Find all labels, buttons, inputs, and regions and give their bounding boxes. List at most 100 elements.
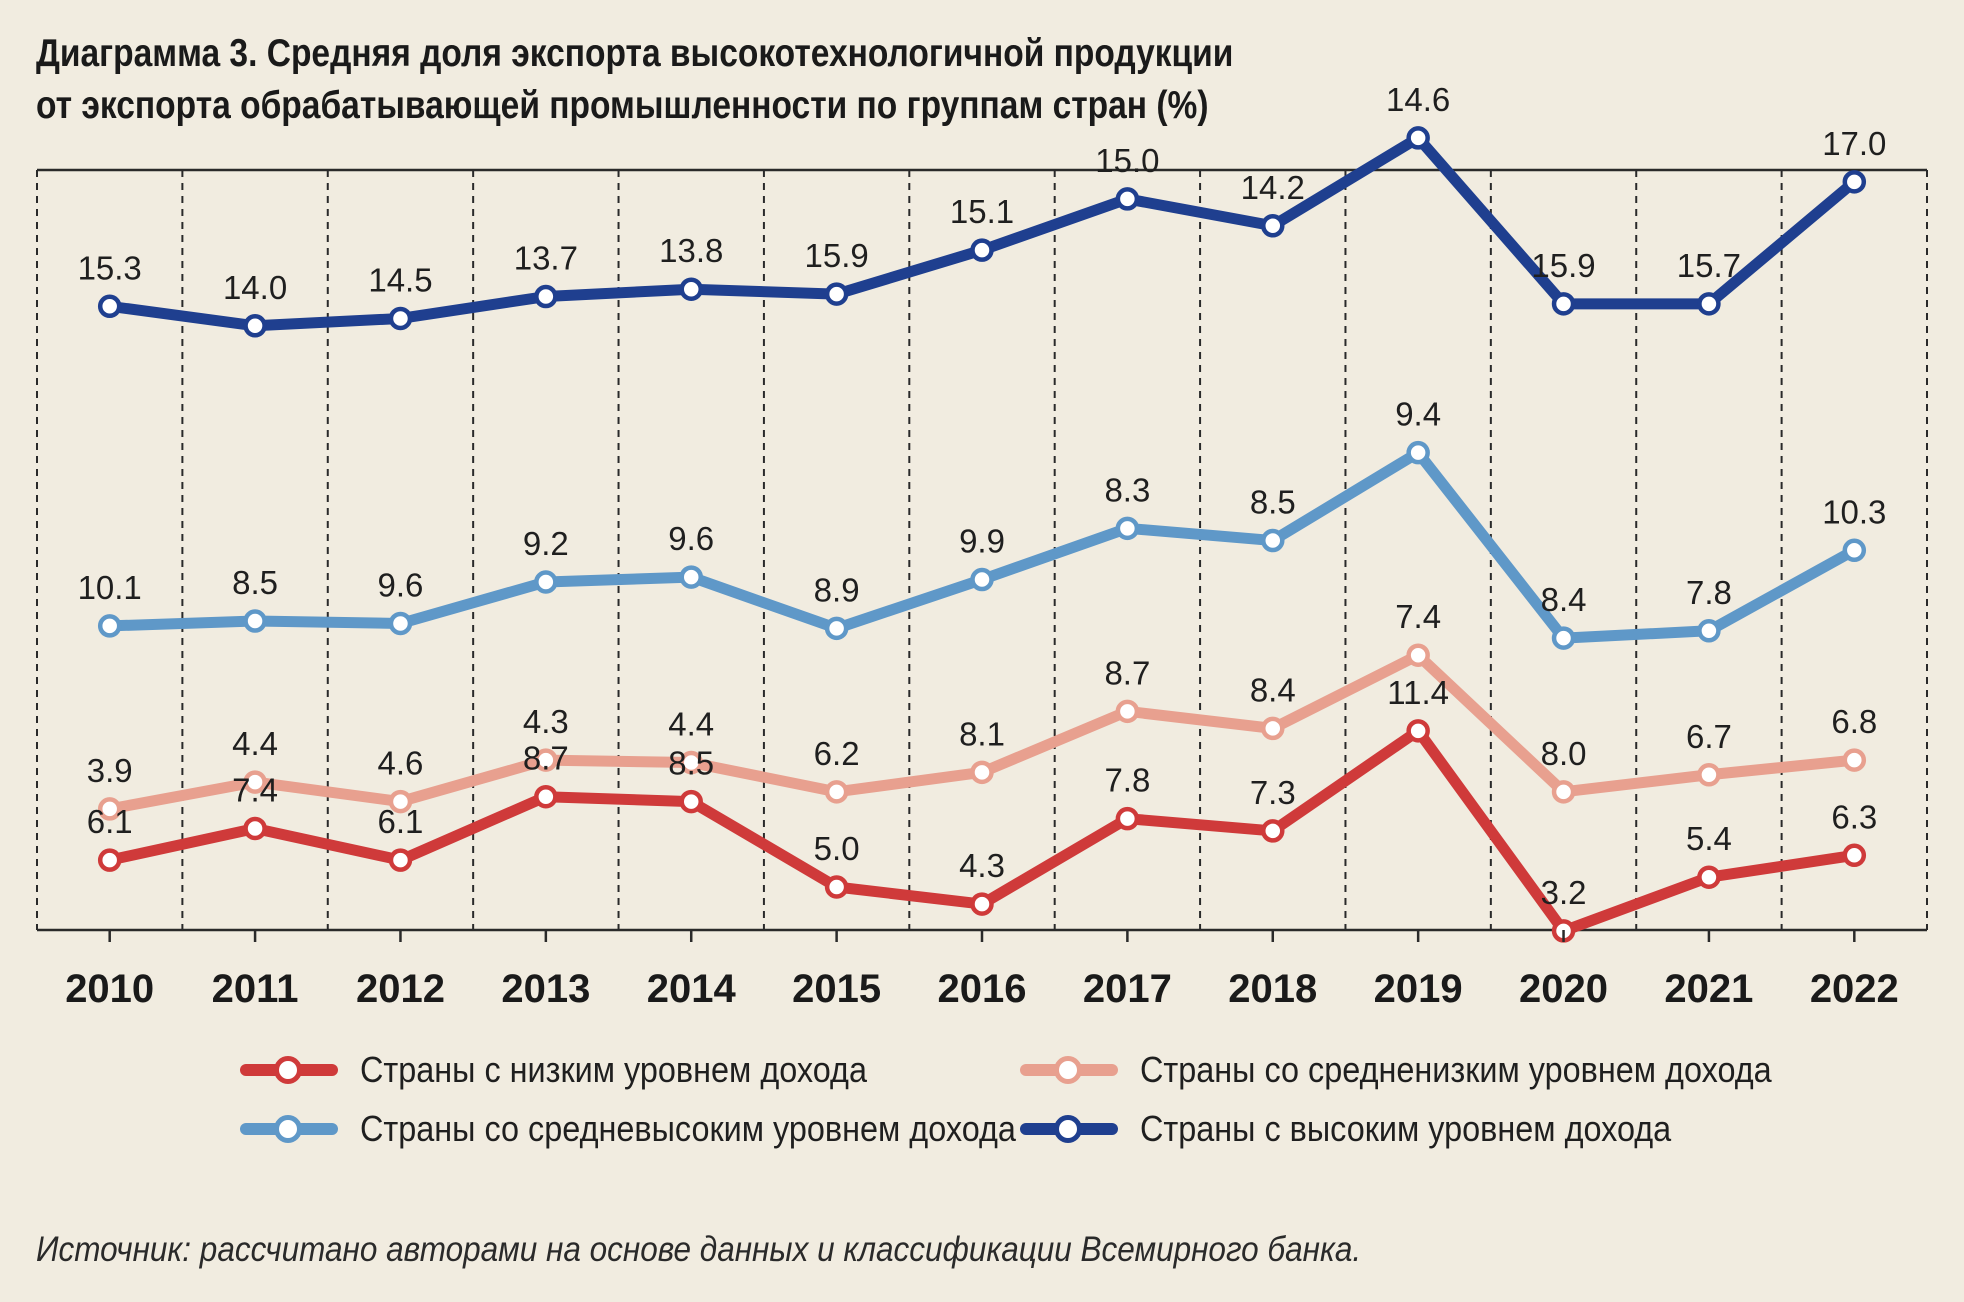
point-lowermid [1551,780,1576,804]
point-uppermid [97,614,122,638]
point-high [97,294,122,319]
point-low [1261,819,1285,843]
legend-item-uppermid: Страны со средневысоким уровнем дохода [240,1104,1089,1154]
data-label-uppermid: 9.9 [959,523,1005,560]
x-tick-label: 2022 [1810,967,1899,1011]
x-tick-label: 2019 [1374,967,1463,1011]
point-uppermid [1406,440,1430,465]
point-lowermid [1115,699,1140,724]
point-uppermid [1842,538,1867,563]
point-lowermid [679,750,703,775]
plot-frame [36,168,1928,932]
point-high [1697,292,1721,316]
point-lowermid [824,780,849,804]
x-tick-label: 2010 [65,967,154,1011]
point-low [1406,719,1430,743]
data-label-high: 13.8 [659,232,723,269]
point-uppermid [1115,516,1140,541]
data-label-uppermid: 8.3 [1104,471,1150,508]
point-low [1115,806,1140,831]
data-label-lowermid: 4.3 [523,703,569,740]
data-label-low: 7.8 [1104,762,1150,799]
data-label-uppermid: 9.2 [523,525,569,562]
legend-label-high: Страны с высоким уровнем дохода [1140,1108,1672,1149]
x-tick-label: 2014 [647,967,737,1011]
point-lowermid [1261,716,1285,741]
x-tick-label: 2013 [501,967,590,1011]
x-tick-label: 2018 [1228,967,1317,1011]
data-label-high: 15.7 [1677,247,1741,284]
data-label-lowermid: 8.4 [1250,671,1296,708]
data-label-uppermid: 10.3 [1822,493,1886,530]
data-label-lowermid: 3.9 [87,752,133,789]
point-low [243,816,267,841]
data-label-high: 15.9 [1531,247,1595,284]
chart-title-line1: Диаграмма 3. Средняя доля экспорта высок… [36,32,1234,75]
data-label-uppermid: 8.5 [232,564,278,601]
point-uppermid [243,609,267,633]
data-label-uppermid: 9.6 [378,566,424,603]
point-low [1842,843,1867,868]
data-label-high: 14.2 [1241,169,1305,206]
data-label-uppermid: 9.6 [668,520,714,557]
point-high [1261,214,1285,238]
data-label-high: 17.0 [1822,125,1886,162]
point-high [534,284,558,309]
data-label-uppermid: 9.4 [1395,396,1441,433]
data-label-low: 7.4 [232,771,278,808]
data-label-low: 8.5 [668,745,714,782]
legend-label-lowermid: Страны со средненизким уровнем дохода [1140,1049,1772,1090]
point-low [970,892,994,916]
data-label-lowermid: 4.4 [668,706,714,743]
data-labels: 6.1 7.4 6.1 8.7 8.5 5.0 4.3 7.8 7.3 11.4 3.2 5.4 6.3… [78,81,1887,911]
data-label-lowermid: 6.2 [814,735,860,772]
legend-label-low: Страны с низким уровнем дохода [360,1049,867,1090]
point-high [970,238,994,262]
data-label-high: 13.7 [514,240,578,277]
data-label-low: 11.4 [1387,674,1449,711]
data-label-lowermid: 8.7 [1104,654,1150,691]
point-high [243,314,267,338]
point-lowermid [97,797,122,821]
legend-swatch-high [1020,1104,1118,1154]
chart-title: Диаграмма 3. Средняя доля экспорта высок… [36,28,1653,132]
point-uppermid [388,611,413,636]
point-high [1115,187,1140,211]
data-label-high: 14.5 [368,261,432,298]
x-tick-label: 2021 [1664,967,1753,1011]
point-uppermid [534,570,558,594]
data-label-low: 8.7 [523,740,569,777]
data-label-lowermid: 6.7 [1686,718,1732,755]
data-label-lowermid: 6.8 [1831,703,1877,740]
point-high [824,282,849,306]
legend-swatch-low [240,1045,338,1095]
x-tick-label: 2020 [1519,967,1608,1011]
data-label-high: 15.3 [78,249,142,286]
data-label-low: 6.1 [378,803,424,840]
data-label-high: 15.0 [1095,142,1159,179]
legend-swatch-uppermid [240,1104,338,1154]
point-lowermid [534,748,558,772]
point-low [679,789,703,814]
data-label-high: 14.0 [223,269,287,306]
source-note: Источник: рассчитано авторами на основе … [36,1230,1362,1269]
legend-label-uppermid: Страны со средневысоким уровнем дохода [360,1108,1016,1149]
data-label-high: 15.9 [804,237,868,274]
data-label-uppermid: 8.9 [814,571,860,608]
data-label-low: 5.0 [814,830,860,867]
data-label-low: 6.1 [87,803,133,840]
data-label-uppermid: 10.1 [78,569,142,606]
point-uppermid [1261,528,1285,553]
data-label-high: 15.1 [950,193,1014,230]
data-label-lowermid: 4.4 [232,725,278,762]
data-label-low: 5.4 [1686,820,1732,857]
data-label-lowermid: 7.4 [1395,598,1441,635]
point-high [388,306,413,331]
point-lowermid [1697,763,1721,787]
point-high [679,277,703,301]
data-label-low: 3.2 [1541,874,1587,911]
data-label-uppermid: 8.4 [1541,581,1587,618]
x-tick-label: 2017 [1083,967,1172,1011]
data-label-low: 6.3 [1831,798,1877,835]
x-tick-label: 2015 [792,967,881,1011]
